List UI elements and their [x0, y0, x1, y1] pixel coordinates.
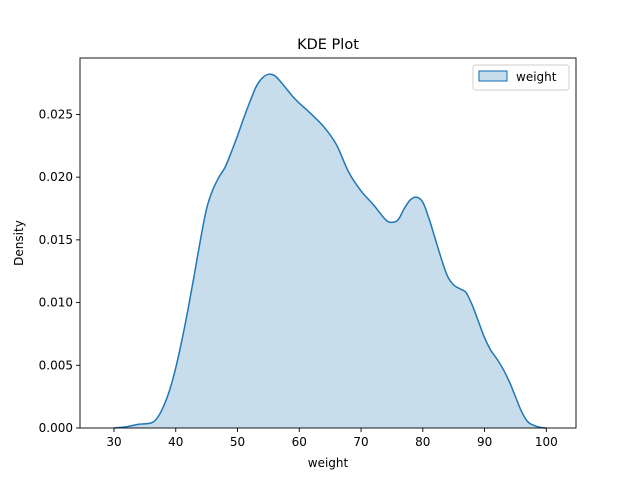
x-tick-label: 100: [535, 435, 558, 449]
y-tick-label: 0.000: [39, 421, 73, 435]
x-tick-label: 60: [292, 435, 307, 449]
x-axis-label: weight: [308, 456, 349, 470]
x-tick-label: 40: [168, 435, 183, 449]
density-line-weight: [113, 73, 547, 429]
x-tick-layer: 30 40 50 60 70 80 90 100: [106, 428, 558, 449]
y-tick-label: 0.015: [39, 233, 73, 247]
x-tick-label: 70: [353, 435, 368, 449]
y-tick-label: 0.005: [39, 358, 73, 372]
legend-label-weight: weight: [516, 70, 557, 84]
axes-frame: [79, 57, 577, 429]
x-tick-label: 90: [477, 435, 492, 449]
y-tick-label: 0.025: [39, 107, 73, 121]
legend-swatch-weight: [478, 70, 508, 82]
chart-title: KDE Plot: [297, 37, 359, 53]
y-tick-layer: 0.000 0.005 0.010 0.015 0.020 0.025: [39, 107, 80, 435]
density-area-layer: [113, 74, 547, 428]
y-axis-label: Density: [12, 220, 26, 266]
x-tick-label: 30: [106, 435, 121, 449]
x-tick-label: 50: [230, 435, 245, 449]
y-tick-label: 0.010: [39, 296, 73, 310]
y-tick-label: 0.020: [39, 170, 73, 184]
density-area-weight: [113, 74, 547, 428]
density-line-layer: [113, 73, 547, 429]
legend: weight: [472, 64, 570, 91]
x-tick-label: 80: [415, 435, 430, 449]
